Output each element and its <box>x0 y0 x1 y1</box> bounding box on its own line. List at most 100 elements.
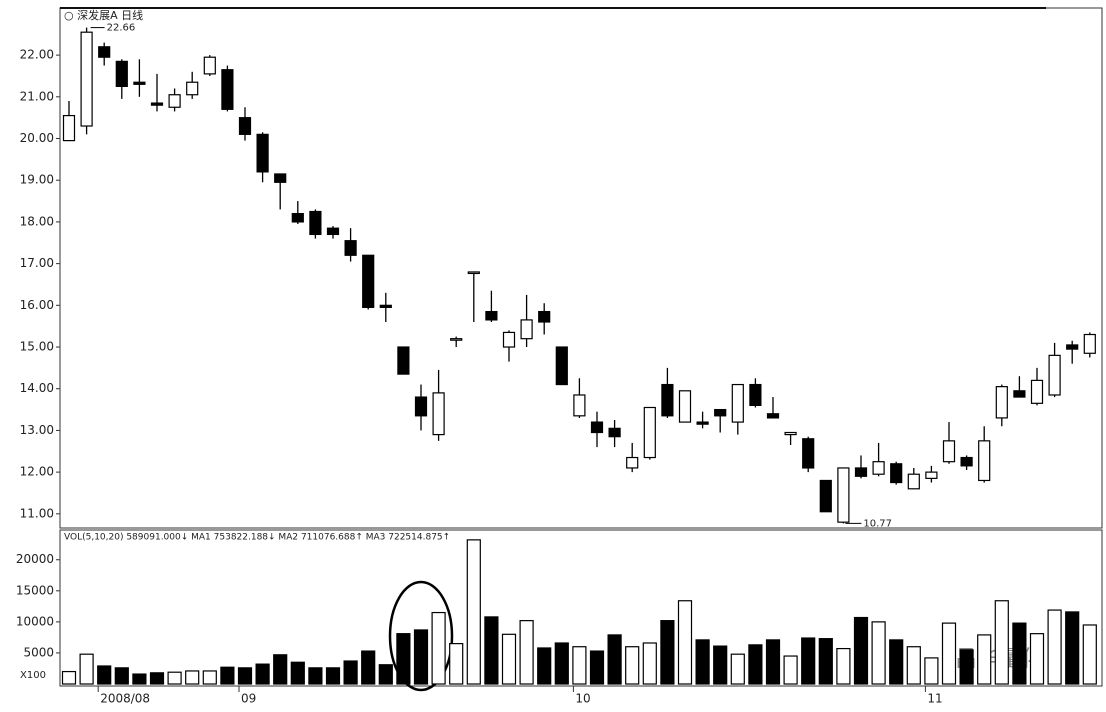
candle-body <box>98 46 111 58</box>
candle-body <box>432 392 445 436</box>
volume-bar <box>97 665 112 685</box>
y-tick-label: 17.00 <box>20 256 54 270</box>
volume-bar <box>255 663 270 685</box>
candle-body <box>397 346 410 375</box>
candle-body <box>1048 354 1061 396</box>
highlight-circle <box>388 580 454 692</box>
volume-bar <box>765 639 781 685</box>
volume-bar <box>924 657 939 685</box>
candle-body <box>256 133 269 173</box>
candle-body <box>925 471 938 479</box>
candle-body <box>643 406 656 459</box>
volume-bar <box>79 653 94 685</box>
volume-tick-label: 5000 <box>23 645 54 659</box>
candle-body <box>626 456 639 469</box>
candle-body <box>890 463 903 484</box>
volume-tick-label: 20000 <box>16 552 54 566</box>
candle-body <box>784 431 797 436</box>
candle-body <box>661 383 674 417</box>
volume-tick-label: 10000 <box>16 614 54 628</box>
candle-body <box>414 396 428 417</box>
candle-body <box>485 310 498 321</box>
volume-bar <box>871 621 886 685</box>
volume-bar <box>519 620 534 685</box>
volume-bar <box>325 667 341 685</box>
candle-body <box>291 212 304 223</box>
candle-body <box>802 438 815 469</box>
candle-body <box>362 254 375 309</box>
volume-bar <box>273 654 288 685</box>
candle-body <box>731 383 744 423</box>
candle-body <box>978 440 991 482</box>
y-tick-label: 19.00 <box>20 173 54 187</box>
volume-bar <box>343 660 358 685</box>
candle-body <box>309 210 322 236</box>
candle-body <box>115 60 128 87</box>
candle-body <box>766 413 780 419</box>
volume-bar <box>1082 624 1097 685</box>
volume-bar <box>889 639 904 685</box>
candle-body <box>1013 390 1026 398</box>
volume-bar <box>185 670 200 685</box>
y-tick-label: 16.00 <box>20 298 54 312</box>
volume-bar <box>906 646 921 685</box>
candle-body <box>995 386 1008 419</box>
volume-bar <box>308 667 323 685</box>
annotation: 22.66 <box>107 23 136 34</box>
volume-bar <box>554 642 569 685</box>
volume-bar <box>941 622 957 685</box>
volume-bar <box>413 629 429 685</box>
y-tick-label: 15.00 <box>20 340 54 354</box>
candle-body <box>186 81 199 96</box>
volume-bar <box>1065 611 1080 685</box>
x-tick-label: 10 <box>575 692 590 706</box>
volume-bar <box>501 633 517 685</box>
volume-bar <box>677 600 693 685</box>
volume-bar <box>730 653 745 685</box>
candle-body <box>907 473 920 490</box>
volume-bar <box>572 646 587 685</box>
volume-bar <box>625 646 640 685</box>
volume-bar <box>361 650 376 685</box>
x-tick-label: 2008/08 <box>100 692 150 706</box>
y-tick-label: 20.00 <box>20 131 54 145</box>
candle-body <box>696 421 709 425</box>
candle-body <box>1030 379 1044 404</box>
x-tick-label: 09 <box>241 692 256 706</box>
volume-bar <box>378 664 393 685</box>
volume-bar <box>449 643 464 685</box>
volume-bar <box>748 644 763 685</box>
volume-bar <box>1012 622 1027 685</box>
volume-bar <box>1047 609 1062 685</box>
candle-body <box>714 408 727 417</box>
x-tick-label: 11 <box>927 692 942 706</box>
volume-bar <box>589 650 605 685</box>
volume-bar <box>114 667 129 685</box>
candle-body <box>203 56 216 75</box>
volume-tick-label: 15000 <box>16 583 54 597</box>
candle-body <box>573 394 586 417</box>
candle-body <box>960 456 973 467</box>
volume-bar <box>853 616 869 685</box>
candle-body <box>608 427 621 438</box>
candle-body <box>1066 344 1079 350</box>
volume-bar <box>237 667 253 685</box>
candle-body <box>520 319 533 340</box>
volume-bar <box>202 670 217 685</box>
candle-body <box>590 421 604 434</box>
candle-body <box>238 117 252 135</box>
volume-bar <box>642 642 657 685</box>
volume-bar <box>61 670 77 685</box>
volume-bar <box>167 671 182 685</box>
candle-body <box>168 94 181 108</box>
y-tick-label: 14.00 <box>20 381 54 395</box>
candle-body <box>872 461 885 475</box>
volume-bar <box>132 673 147 685</box>
candle-body <box>62 114 76 142</box>
volume-bar <box>484 616 499 685</box>
candle-body <box>502 331 516 348</box>
candle-body <box>555 346 568 386</box>
volume-bar <box>994 600 1009 685</box>
volume-bar <box>396 633 411 685</box>
